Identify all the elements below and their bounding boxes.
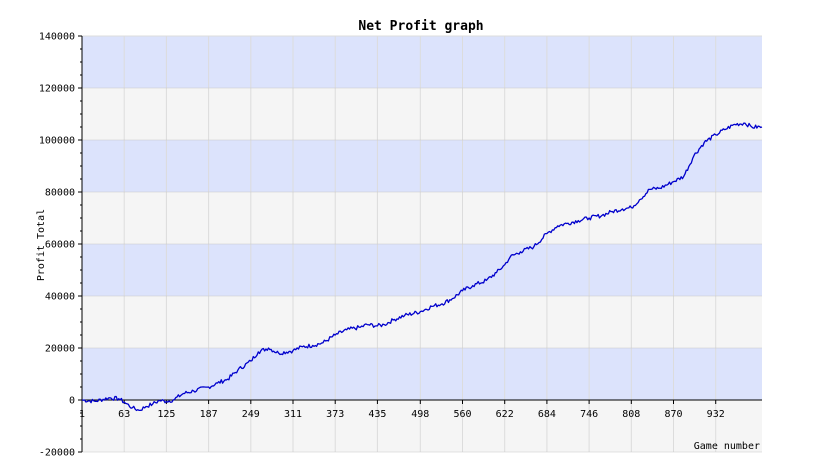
y-tick-label: 0 — [69, 396, 75, 407]
y-tick-label: 20000 — [45, 344, 75, 355]
x-tick-label: 373 — [326, 409, 344, 420]
x-tick-label: 187 — [200, 409, 218, 420]
y-tick-label: 80000 — [45, 188, 75, 199]
x-tick-label: 746 — [580, 409, 598, 420]
plot-band-negative — [82, 400, 762, 452]
y-tick-label: 40000 — [45, 292, 75, 303]
plot-band — [82, 88, 762, 140]
x-axis-label: Game number — [694, 441, 760, 452]
y-axis-label: Profit Total — [36, 209, 47, 281]
plot-band — [82, 244, 762, 296]
y-tick-label: 100000 — [39, 136, 75, 147]
x-tick-label: 125 — [157, 409, 175, 420]
x-tick-label: 249 — [242, 409, 260, 420]
tick-labels: 140000 120000 100000 80000 60000 40000 20000 0 -… — [39, 32, 725, 459]
x-tick-label: 622 — [496, 409, 514, 420]
series-line — [81, 122, 763, 412]
x-tick-label: 870 — [664, 409, 682, 420]
plot-band — [82, 296, 762, 348]
chart-title: Net Profit graph — [358, 19, 483, 34]
x-tick-label: 560 — [453, 409, 471, 420]
x-tick-label: 684 — [538, 409, 556, 420]
y-tick-label: 60000 — [45, 240, 75, 251]
axes — [78, 35, 762, 453]
x-tick-label: 435 — [368, 409, 386, 420]
plot-band — [82, 348, 762, 400]
plot-band — [82, 36, 762, 88]
x-tick-label: 1 — [79, 409, 85, 420]
x-tick-label: 808 — [622, 409, 640, 420]
series-group — [81, 122, 763, 412]
y-tick-label: -20000 — [39, 448, 75, 459]
y-tick-label: 120000 — [39, 84, 75, 95]
plot-band — [82, 140, 762, 192]
y-tick-label: 140000 — [39, 32, 75, 43]
x-tick-label: 498 — [411, 409, 429, 420]
x-tick-label: 932 — [707, 409, 725, 420]
x-tick-label: 63 — [118, 409, 130, 420]
x-tick-label: 311 — [284, 409, 302, 420]
plot-bands — [82, 36, 762, 452]
plot-band — [82, 192, 762, 244]
